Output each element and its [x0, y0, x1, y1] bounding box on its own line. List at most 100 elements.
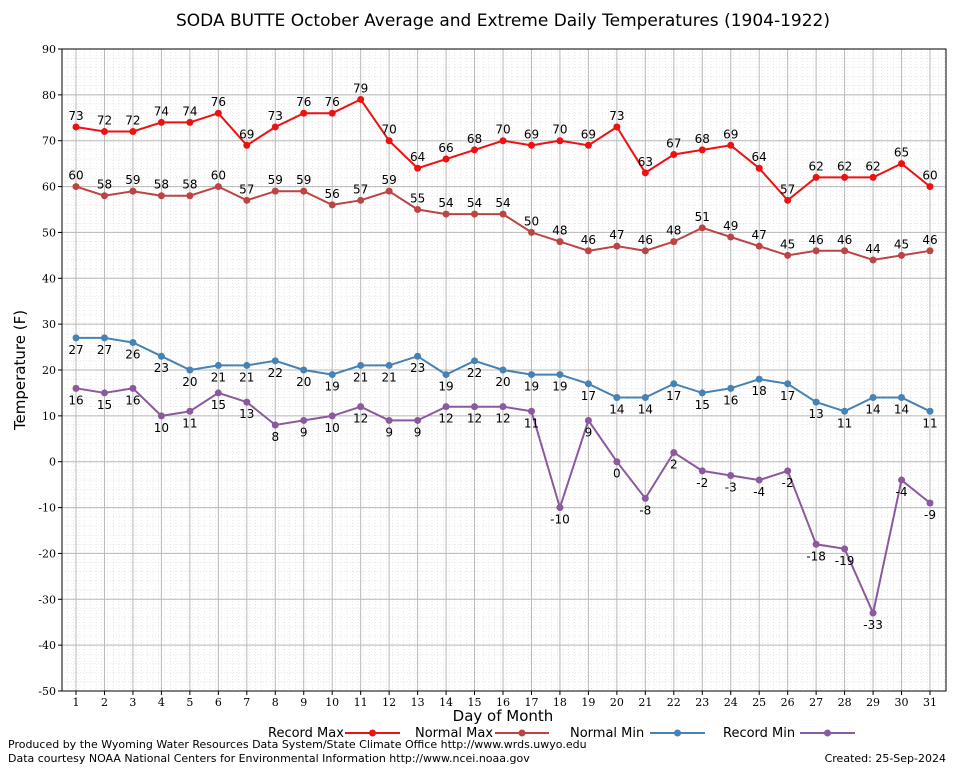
record-min-point — [243, 398, 251, 406]
record-max-data-label: 72 — [125, 114, 140, 128]
x-tick-label: 20 — [610, 696, 624, 709]
normal-min-data-label: 11 — [837, 416, 852, 430]
record-max-data-label: 73 — [268, 109, 283, 123]
x-tick-label: 5 — [186, 696, 193, 709]
legend-label-normal-max: Normal Max — [415, 726, 493, 741]
normal-max-data-label: 57 — [353, 182, 368, 196]
record-min-point — [471, 403, 479, 411]
normal-max-point — [300, 187, 308, 195]
record-min-data-label: -2 — [696, 476, 708, 490]
normal-max-point — [613, 242, 621, 250]
record-max-data-label: 69 — [239, 127, 254, 141]
normal-max-point — [499, 210, 507, 218]
record-max-point — [129, 128, 137, 136]
record-min-point — [157, 412, 165, 420]
normal-min-point — [300, 366, 308, 374]
normal-min-point — [670, 380, 678, 388]
record-min-point — [898, 476, 906, 484]
normal-max-point — [186, 192, 194, 200]
record-max-point — [527, 141, 535, 149]
normal-max-point — [157, 192, 165, 200]
normal-min-point — [784, 380, 792, 388]
record-max-data-label: 69 — [524, 127, 539, 141]
record-max-point — [271, 123, 279, 131]
record-max-point — [556, 137, 564, 145]
normal-min-point — [812, 398, 820, 406]
record-min-data-label: 8 — [271, 430, 279, 444]
record-min-data-label: -18 — [806, 549, 826, 563]
record-max-point — [499, 137, 507, 145]
record-max-data-label: 64 — [410, 150, 425, 164]
y-tick-label: 0 — [49, 456, 56, 469]
normal-max-data-label: 44 — [865, 242, 880, 256]
normal-max-point — [243, 196, 251, 204]
record-max-data-label: 62 — [808, 159, 823, 173]
legend-marker-normal-max — [518, 729, 526, 737]
record-min-point — [784, 467, 792, 475]
y-axis-label: Temperature (F) — [11, 310, 29, 431]
x-tick-label: 19 — [581, 696, 595, 709]
normal-min-point — [357, 361, 365, 369]
normal-min-data-label: 16 — [723, 393, 738, 407]
normal-min-data-label: 17 — [666, 389, 681, 403]
record-min-data-label: 9 — [385, 425, 393, 439]
record-min-data-label: -33 — [863, 618, 883, 632]
record-min-point — [186, 407, 194, 415]
normal-min-data-label: 26 — [125, 347, 140, 361]
x-tick-label: 14 — [439, 696, 453, 709]
record-min-point — [357, 403, 365, 411]
normal-max-point — [584, 247, 592, 255]
record-max-point — [670, 150, 678, 158]
x-tick-label: 15 — [468, 696, 482, 709]
record-max-data-label: 76 — [211, 95, 226, 109]
normal-min-point — [641, 394, 649, 402]
y-tick-label: -10 — [38, 502, 56, 515]
normal-max-data-label: 46 — [837, 233, 852, 247]
normal-max-data-label: 59 — [381, 173, 396, 187]
record-max-point — [926, 183, 934, 191]
y-tick-label: 40 — [42, 272, 56, 285]
normal-max-data-label: 47 — [609, 228, 624, 242]
x-tick-label: 4 — [158, 696, 165, 709]
footer-created-date: Created: 25-Sep-2024 — [825, 752, 946, 765]
record-min-data-label: 10 — [154, 421, 169, 435]
record-min-point — [641, 494, 649, 502]
record-max-data-label: 63 — [638, 155, 653, 169]
normal-min-data-label: 23 — [154, 361, 169, 375]
record-min-data-label: -2 — [782, 476, 794, 490]
normal-min-data-label: 19 — [552, 380, 567, 394]
legend-marker-normal-min — [674, 729, 681, 737]
record-max-data-label: 62 — [865, 159, 880, 173]
chart-title: SODA BUTTE October Average and Extreme D… — [176, 11, 830, 31]
x-tick-label: 24 — [724, 696, 738, 709]
record-min-data-label: 12 — [467, 412, 482, 426]
record-min-point — [414, 416, 422, 424]
x-tick-label: 3 — [129, 696, 136, 709]
x-tick-label: 6 — [215, 696, 222, 709]
normal-min-point — [414, 352, 422, 360]
normal-max-point — [670, 238, 678, 246]
x-tick-label: 11 — [354, 696, 368, 709]
record-min-point — [271, 421, 279, 429]
x-tick-label: 18 — [553, 696, 567, 709]
normal-max-point — [357, 196, 365, 204]
normal-min-point — [471, 357, 479, 365]
record-max-data-label: 76 — [296, 95, 311, 109]
x-tick-label: 2 — [101, 696, 108, 709]
normal-max-data-label: 48 — [552, 224, 567, 238]
record-min-data-label: -8 — [639, 503, 651, 517]
normal-min-point — [698, 389, 706, 397]
record-max-data-label: 69 — [581, 127, 596, 141]
normal-min-point — [100, 334, 108, 342]
normal-min-point — [584, 380, 592, 388]
x-tick-label: 25 — [752, 696, 766, 709]
x-tick-label: 21 — [638, 696, 652, 709]
record-min-data-label: 11 — [524, 416, 539, 430]
record-min-data-label: 9 — [300, 425, 308, 439]
record-max-point — [812, 173, 820, 181]
normal-max-point — [214, 183, 222, 191]
record-max-data-label: 73 — [609, 109, 624, 123]
normal-max-point — [556, 238, 564, 246]
normal-max-data-label: 45 — [894, 237, 909, 251]
